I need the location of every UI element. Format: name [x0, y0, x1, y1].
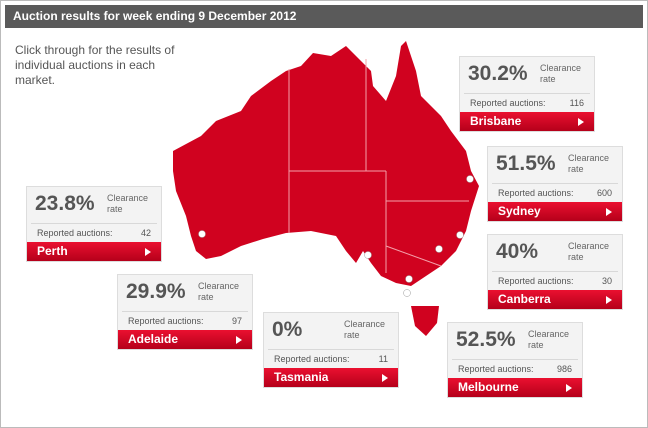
reported-label: Reported auctions:: [128, 316, 204, 326]
market-card: 0% Clearance rate Reported auctions: 11 Tasm…: [263, 312, 399, 388]
reported-count: 986: [556, 364, 572, 374]
reported-row: Reported auctions: 42: [31, 224, 157, 242]
card-top: 51.5% Clearance rate: [492, 147, 618, 184]
city-dots: [198, 175, 474, 297]
arrow-icon: [236, 336, 242, 344]
clearance-rate: 0%: [272, 318, 303, 341]
market-button[interactable]: Perth: [27, 242, 161, 261]
arrow-icon: [566, 384, 572, 392]
market-card: 29.9% Clearance rate Reported auctions: 97 A…: [117, 274, 253, 350]
header-title: Auction results for week ending 9 Decemb…: [5, 5, 643, 28]
market-button[interactable]: Melbourne: [448, 378, 582, 397]
clearance-rate: 51.5%: [496, 152, 556, 175]
market-button[interactable]: Brisbane: [460, 112, 594, 131]
card-top: 0% Clearance rate: [268, 313, 394, 350]
arrow-icon: [606, 208, 612, 216]
clearance-label: Clearance rate: [107, 193, 149, 214]
card-top: 52.5% Clearance rate: [452, 323, 578, 360]
reported-row: Reported auctions: 986: [452, 360, 578, 378]
arrow-icon: [578, 118, 584, 126]
reported-row: Reported auctions: 30: [492, 272, 618, 290]
arrow-icon: [382, 374, 388, 382]
card-top: 23.8% Clearance rate: [31, 187, 157, 224]
clearance-rate: 52.5%: [456, 328, 516, 351]
market-name[interactable]: Melbourne: [458, 380, 519, 394]
clearance-rate: 30.2%: [468, 62, 528, 85]
market-name[interactable]: Canberra: [498, 292, 551, 306]
card-top: 40% Clearance rate: [492, 235, 618, 272]
reported-label: Reported auctions:: [498, 188, 574, 198]
market-card: 51.5% Clearance rate Reported auctions: 600…: [487, 146, 623, 222]
card-top: 29.9% Clearance rate: [122, 275, 248, 312]
market-name[interactable]: Sydney: [498, 204, 541, 218]
clearance-label: Clearance rate: [568, 241, 610, 262]
arrow-icon: [606, 296, 612, 304]
clearance-label: Clearance rate: [528, 329, 570, 350]
clearance-label: Clearance rate: [344, 319, 386, 340]
reported-row: Reported auctions: 11: [268, 350, 394, 368]
clearance-label: Clearance rate: [568, 153, 610, 174]
reported-row: Reported auctions: 97: [122, 312, 248, 330]
reported-count: 42: [140, 228, 151, 238]
market-button[interactable]: Adelaide: [118, 330, 252, 349]
clearance-rate: 23.8%: [35, 192, 95, 215]
intro-text: Click through for the results of individ…: [15, 43, 175, 87]
market-card: 40% Clearance rate Reported auctions: 30 Can…: [487, 234, 623, 310]
market-card: 30.2% Clearance rate Reported auctions: 116…: [459, 56, 595, 132]
reported-label: Reported auctions:: [470, 98, 546, 108]
reported-count: 11: [378, 354, 388, 364]
market-name[interactable]: Tasmania: [274, 370, 329, 384]
market-card: 52.5% Clearance rate Reported auctions: 986…: [447, 322, 583, 398]
reported-count: 30: [601, 276, 612, 286]
clearance-label: Clearance rate: [198, 281, 240, 302]
card-top: 30.2% Clearance rate: [464, 57, 590, 94]
market-name[interactable]: Perth: [37, 244, 68, 258]
market-button[interactable]: Sydney: [488, 202, 622, 221]
state-borders: [288, 59, 469, 273]
clearance-rate: 29.9%: [126, 280, 186, 303]
market-name[interactable]: Adelaide: [128, 332, 179, 346]
reported-row: Reported auctions: 116: [464, 94, 590, 112]
clearance-rate: 40%: [496, 240, 539, 263]
clearance-label: Clearance rate: [540, 63, 582, 84]
reported-label: Reported auctions:: [498, 276, 574, 286]
market-name[interactable]: Brisbane: [470, 114, 522, 128]
arrow-icon: [145, 248, 151, 256]
mainland: [173, 41, 479, 286]
tasmania-island: [411, 306, 439, 336]
market-card: 23.8% Clearance rate Reported auctions: 42 P…: [26, 186, 162, 262]
reported-label: Reported auctions:: [274, 354, 350, 364]
reported-count: 116: [569, 98, 584, 108]
reported-row: Reported auctions: 600: [492, 184, 618, 202]
reported-count: 600: [596, 188, 612, 198]
reported-count: 97: [231, 316, 242, 326]
reported-label: Reported auctions:: [458, 364, 534, 374]
market-button[interactable]: Canberra: [488, 290, 622, 309]
market-button[interactable]: Tasmania: [264, 368, 398, 387]
reported-label: Reported auctions:: [37, 228, 113, 238]
